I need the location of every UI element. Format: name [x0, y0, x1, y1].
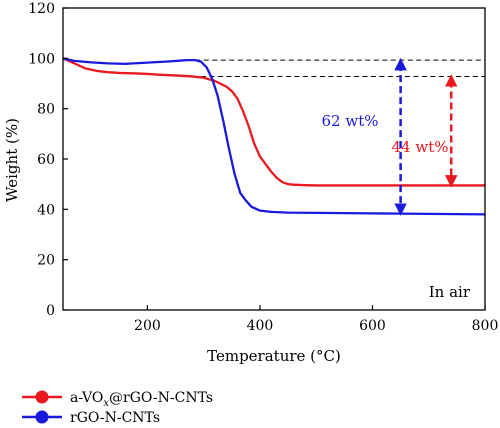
- legend-marker-avox: [35, 390, 49, 404]
- annotation-label-44wt: 44 wt%: [392, 138, 449, 156]
- legend-marker-rgo: [35, 410, 49, 424]
- series-line-1: [62, 57, 486, 216]
- y-tick-label-80: 80: [37, 102, 55, 118]
- legend-label-avox-suffix: @rGO-N-CNTs: [109, 390, 213, 406]
- y-tick-label-60: 60: [37, 152, 55, 168]
- legend: a-VOx@rGO-N-CNTs rGO-N-CNTs: [22, 390, 213, 426]
- legend-item-avox: a-VOx@rGO-N-CNTs: [22, 390, 213, 409]
- legend-label-avox-sub: x: [103, 398, 109, 409]
- y-axis-title: Weight (%): [3, 118, 21, 202]
- x-tick-label-400: 400: [247, 318, 274, 334]
- y-tick-label-0: 0: [46, 303, 55, 319]
- legend-label-avox-prefix: a-VO: [70, 390, 103, 406]
- annotation-arrows: [394, 57, 458, 216]
- y-tick-label-120: 120: [28, 1, 55, 17]
- x-tick-label-800: 800: [472, 318, 499, 334]
- legend-item-rgo: rGO-N-CNTs: [22, 410, 160, 426]
- x-axis: 200 400 600 800: [134, 305, 498, 334]
- y-tick-label-20: 20: [37, 253, 55, 269]
- reference-lines: [186, 59, 485, 77]
- legend-label-rgo: rGO-N-CNTs: [70, 410, 160, 426]
- y-tick-label-100: 100: [28, 51, 55, 67]
- legend-label-avox: a-VOx@rGO-N-CNTs: [70, 390, 213, 409]
- series-line-0: [62, 57, 485, 187]
- y-tick-label-40: 40: [37, 202, 55, 218]
- x-axis-title: Temperature (°C): [207, 347, 341, 365]
- annotation-label-62wt: 62 wt%: [322, 112, 379, 130]
- in-air-label: In air: [429, 283, 471, 301]
- y-axis: 0 20 40 60 80 100 120: [28, 1, 68, 319]
- x-tick-label-200: 200: [134, 318, 161, 334]
- plot-frame: [62, 7, 486, 311]
- series-layer: [62, 57, 486, 216]
- x-tick-label-600: 600: [359, 318, 386, 334]
